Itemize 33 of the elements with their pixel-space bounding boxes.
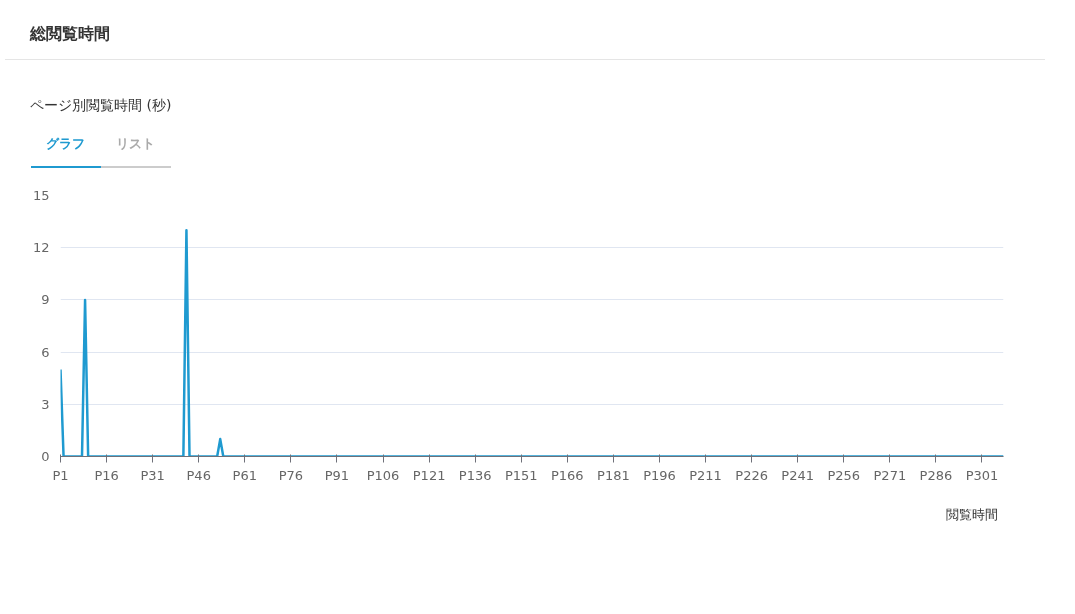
x-tick-label: P151 (504, 467, 538, 483)
y-tick-label: 0 (41, 449, 50, 464)
text: 閲覧時間 (946, 506, 998, 524)
line-series (60, 229, 1004, 457)
x-tick-label: P46 (186, 467, 211, 483)
x-tick-label: P121 (412, 467, 446, 483)
x-tick-label: P211 (689, 467, 722, 483)
x-tick-label: P286 (919, 467, 953, 483)
x-tick-label: P16 (94, 467, 119, 483)
x-tick-label: P241 (781, 467, 815, 483)
x-tick-label: P271 (873, 467, 907, 483)
x-tick-label: P1 (52, 467, 69, 483)
x-tick-label: P31 (140, 467, 165, 483)
y-tick-label: 12 (32, 240, 50, 256)
y-tick-label: 3 (41, 396, 50, 412)
x-tick-label: P106 (366, 467, 400, 483)
x-tick-label: P196 (643, 467, 676, 483)
y-tick-label: 15 (32, 188, 50, 203)
y-tick-label: 9 (41, 292, 50, 308)
x-tick-label: P166 (551, 467, 584, 483)
x-tick-label: P136 (458, 467, 492, 483)
x-tick-label: P301 (965, 467, 999, 483)
x-tick-label: P181 (597, 467, 630, 483)
x-tick-label: P76 (278, 467, 304, 483)
x-tick-label: P91 (324, 467, 350, 483)
x-tick-label: P226 (735, 467, 768, 483)
x-tick-label: P61 (232, 467, 257, 483)
x-tick-label: P256 (827, 467, 861, 483)
y-tick-label: 6 (41, 344, 50, 360)
chart-subtitle: ページ別閲覧時間 (秒) (30, 96, 172, 115)
text: グラフ (31, 135, 101, 168)
text: リスト (101, 135, 171, 168)
chart-title: 総閲覧時間 (30, 23, 110, 45)
